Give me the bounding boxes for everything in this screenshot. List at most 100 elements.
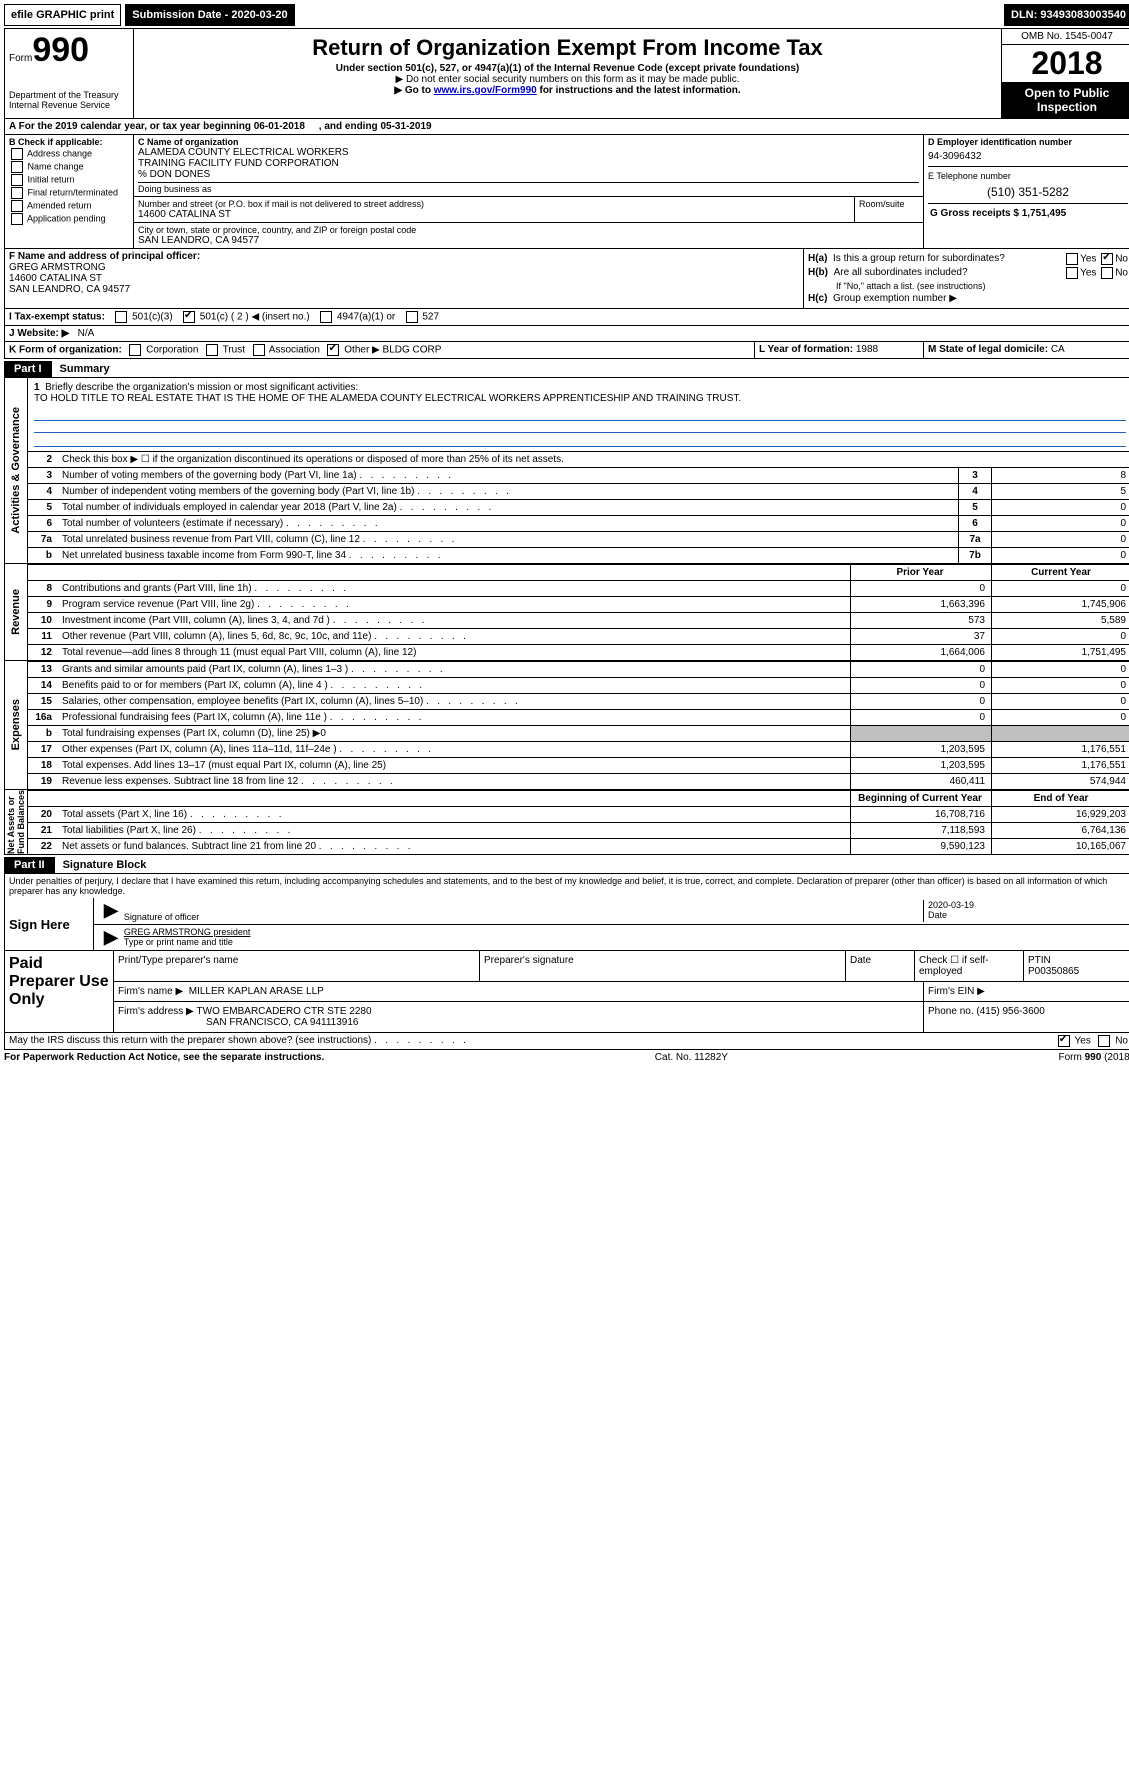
val-boy: 16,708,716 [851, 807, 992, 823]
catalog-number: Cat. No. 11282Y [655, 1052, 728, 1063]
arrow-icon: ▶ [98, 927, 124, 948]
row-val: 0 [992, 516, 1129, 532]
sign-here-block: Sign Here ▶ Signature of officer 2020-03… [4, 898, 1129, 951]
row-label: Total unrelated business revenue from Pa… [58, 532, 959, 548]
no: No [1115, 268, 1128, 279]
row-label: Total fundraising expenses (Part IX, col… [58, 726, 851, 742]
row-label: Grants and similar amounts paid (Part IX… [58, 662, 851, 678]
chk-amended[interactable]: Amended return [9, 200, 129, 212]
yes: Yes [1080, 254, 1096, 265]
row-num: 5 [28, 500, 58, 516]
chk-pending[interactable]: Application pending [9, 213, 129, 225]
subtitle-3: ▶ Go to www.irs.gov/Form990 for instruct… [138, 85, 997, 96]
row-val: 0 [992, 532, 1129, 548]
firm-phone-cell: Phone no. (415) 956-3600 [924, 1002, 1129, 1032]
row-ref: 3 [959, 468, 992, 484]
form-ref: Form 990 (2018) [1059, 1052, 1129, 1063]
chk-discuss-no[interactable] [1098, 1035, 1110, 1047]
chk-corp[interactable] [129, 344, 141, 356]
chk-501c[interactable] [183, 311, 195, 323]
chk-name-change[interactable]: Name change [9, 161, 129, 173]
chk-4947[interactable] [320, 311, 332, 323]
preparer-name-label: Print/Type preparer's name [114, 951, 480, 981]
pra-notice: For Paperwork Reduction Act Notice, see … [4, 1052, 324, 1063]
vtab-net-assets: Net Assets or Fund Balances [5, 790, 28, 854]
col-b-checkboxes: B Check if applicable: Address change Na… [5, 135, 134, 248]
row-num: 22 [28, 839, 58, 855]
val-cy: 574,944 [992, 774, 1129, 790]
row-a-tax-year: A For the 2019 calendar year, or tax yea… [4, 119, 1129, 135]
row-num: b [28, 548, 58, 564]
rowA-begin: 06-01-2018 [254, 121, 305, 132]
table-row: 20Total assets (Part X, line 16)16,708,7… [28, 807, 1129, 823]
dln: DLN: 93493083003540 [1004, 4, 1129, 26]
row-label: Total liabilities (Part X, line 26) [58, 823, 851, 839]
chk-discuss-yes[interactable] [1058, 1035, 1070, 1047]
opt-4947: 4947(a)(1) or [337, 312, 395, 323]
chk-501c3[interactable] [115, 311, 127, 323]
expenses-section: Expenses 13Grants and similar amounts pa… [4, 661, 1129, 790]
k-label: K Form of organization: [9, 345, 122, 356]
subdate-label: Submission Date - [132, 9, 231, 21]
paid-row-2: Firm's name ▶ MILLER KAPLAN ARASE LLP Fi… [114, 982, 1129, 1002]
opt-527: 527 [422, 312, 439, 323]
page-footer: For Paperwork Reduction Act Notice, see … [4, 1050, 1129, 1065]
table-header: Beginning of Current YearEnd of Year [28, 791, 1129, 807]
row-num: 4 [28, 484, 58, 500]
table-row: 16aProfessional fundraising fees (Part I… [28, 710, 1129, 726]
instructions-link[interactable]: www.irs.gov/Form990 [434, 85, 537, 96]
vtab-label: Activities & Governance [10, 407, 22, 534]
val-cy: 0 [992, 581, 1129, 597]
table-row: bTotal fundraising expenses (Part IX, co… [28, 726, 1129, 742]
row-ref: 6 [959, 516, 992, 532]
chk-other[interactable] [327, 344, 339, 356]
year-formation: 1988 [856, 344, 878, 355]
mission-text: TO HOLD TITLE TO REAL ESTATE THAT IS THE… [34, 393, 741, 404]
val-py: 1,203,595 [851, 758, 992, 774]
table-row: 18Total expenses. Add lines 13–17 (must … [28, 758, 1129, 774]
chk-final-return[interactable]: Final return/terminated [9, 187, 129, 199]
mission-label: Briefly describe the organization's miss… [45, 382, 358, 393]
chk-trust[interactable] [206, 344, 218, 356]
table-row: 7aTotal unrelated business revenue from … [28, 532, 1129, 548]
row-num: 19 [28, 774, 58, 790]
website-value: N/A [78, 328, 95, 339]
activities-governance-section: Activities & Governance 1 Briefly descri… [4, 377, 1129, 564]
row-label: Net unrelated business taxable income fr… [58, 548, 959, 564]
vtab-label: Net Assets or Fund Balances [6, 790, 26, 854]
chk-527[interactable] [406, 311, 418, 323]
chk-initial-return[interactable]: Initial return [9, 174, 129, 186]
row-val: 5 [992, 484, 1129, 500]
sig-date: 2020-03-19 [928, 900, 1128, 910]
gross-receipts: G Gross receipts $ 1,751,495 [928, 203, 1128, 223]
sig-date-label: Date [928, 910, 947, 920]
table-row: 14Benefits paid to or for members (Part … [28, 678, 1129, 694]
mission-block: 1 Briefly describe the organization's mi… [28, 378, 1129, 451]
department: Department of the Treasury Internal Reve… [9, 90, 129, 110]
top-bar: efile GRAPHIC print Submission Date - 20… [4, 4, 1129, 26]
val-eoy: 6,764,136 [992, 823, 1129, 839]
submission-date: Submission Date - 2020-03-20 [125, 4, 294, 26]
firm-name: MILLER KAPLAN ARASE LLP [189, 986, 324, 997]
val-py: 0 [851, 710, 992, 726]
part1-header: Part I Summary [4, 361, 1129, 377]
val-grey [992, 726, 1129, 742]
row-label: Other revenue (Part VIII, column (A), li… [58, 629, 851, 645]
penalties-text: Under penalties of perjury, I declare th… [4, 873, 1129, 898]
val-boy: 7,118,593 [851, 823, 992, 839]
state-domicile: CA [1051, 344, 1065, 355]
chk-address-change[interactable]: Address change [9, 148, 129, 160]
row-val: 8 [992, 468, 1129, 484]
chk-assoc[interactable] [253, 344, 265, 356]
chk-label: Amended return [27, 200, 92, 210]
yes: Yes [1075, 1036, 1091, 1047]
row-num: 6 [28, 516, 58, 532]
row-klm: K Form of organization: Corporation Trus… [4, 342, 1129, 359]
row-num: 11 [28, 629, 58, 645]
val-py: 573 [851, 613, 992, 629]
val-cy: 0 [992, 662, 1129, 678]
table-row: 11Other revenue (Part VIII, column (A), … [28, 629, 1129, 645]
row-label: Contributions and grants (Part VIII, lin… [58, 581, 851, 597]
table-row: 3Number of voting members of the governi… [28, 468, 1129, 484]
row-val: 0 [992, 500, 1129, 516]
